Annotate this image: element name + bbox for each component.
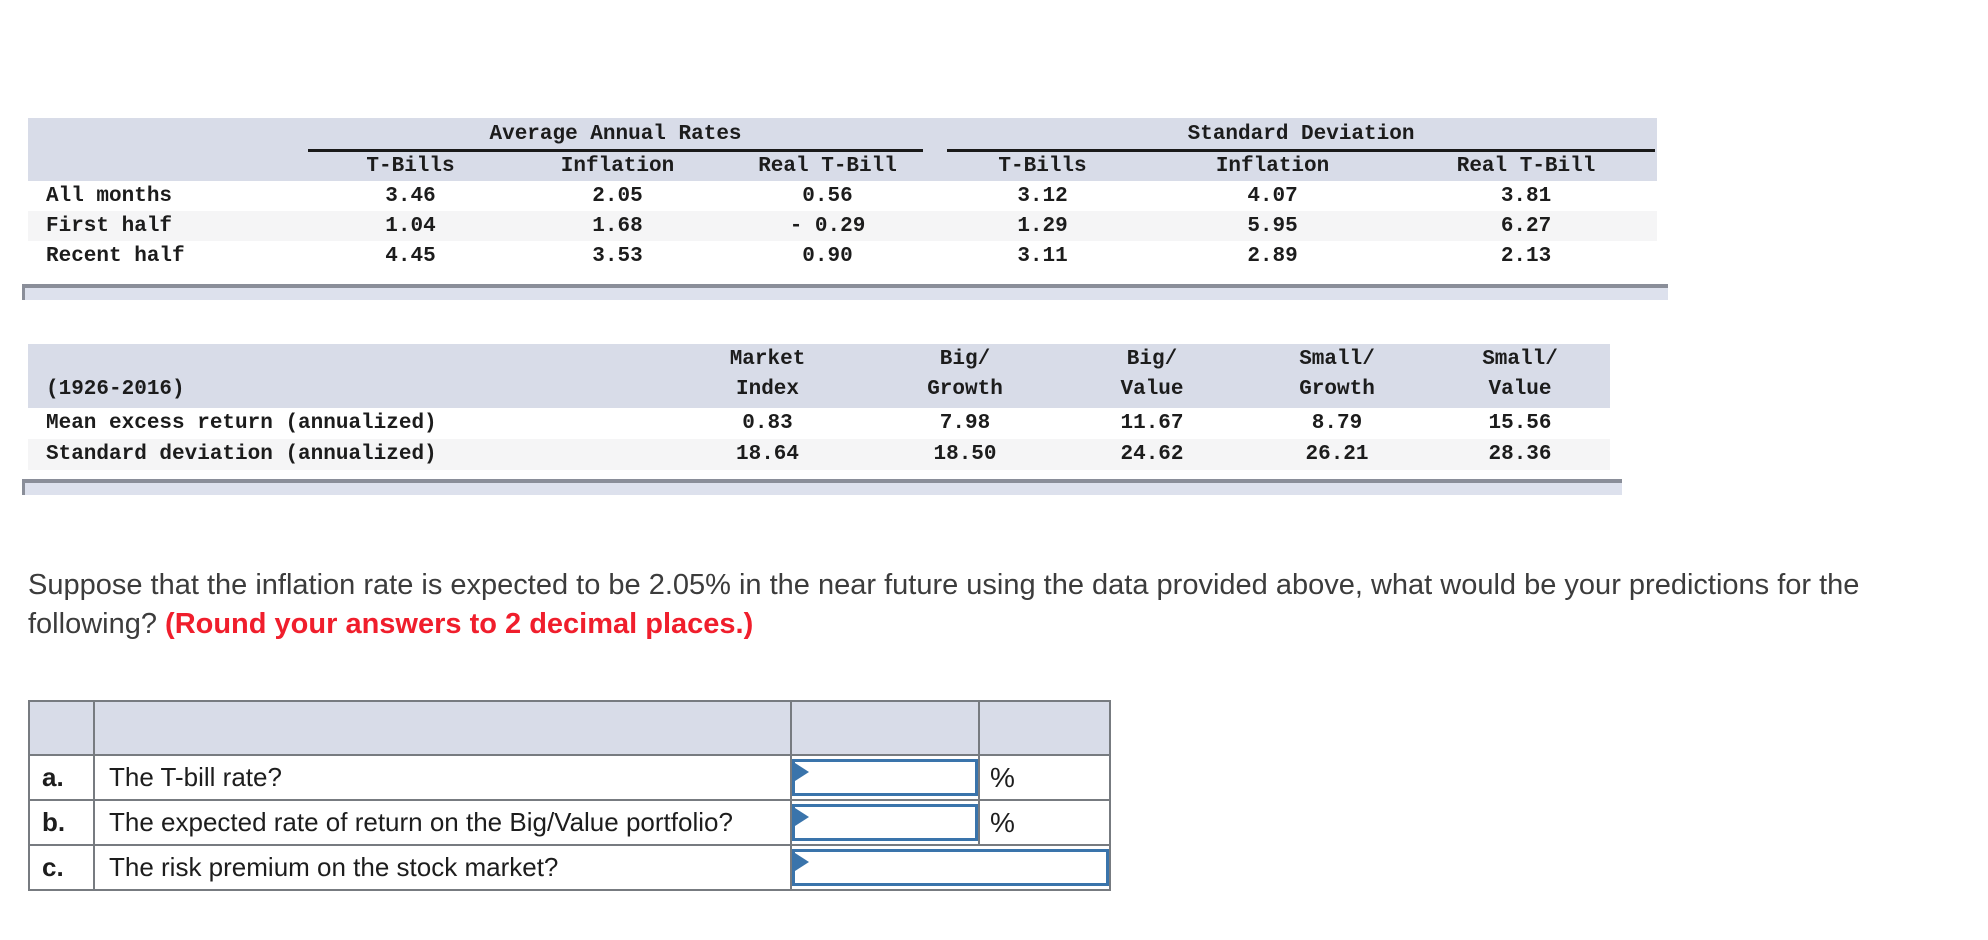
row-label: All months <box>46 184 173 208</box>
cell-value: 4.07 <box>1247 184 1298 208</box>
cell-value: 24.62 <box>1060 439 1244 470</box>
cell-value: 5.95 <box>1150 211 1396 241</box>
cell-value: 15.56 <box>1488 412 1552 435</box>
answer-input-cell <box>790 799 980 846</box>
cell-value: 6.27 <box>1395 211 1658 241</box>
cell-value: 1.68 <box>515 211 720 241</box>
answer-input-c[interactable] <box>795 852 1106 883</box>
answer-input-box-a[interactable] <box>792 759 978 796</box>
row-label: Mean excess return (annualized) <box>46 412 437 435</box>
group-header-cell: Average Annual Rates <box>306 118 936 152</box>
rounding-instruction: (Round your answers to 2 decimal places.… <box>165 607 754 640</box>
cell-value: 2.13 <box>1500 244 1552 268</box>
answer-question: The expected rate of return on the Big/V… <box>93 799 792 846</box>
cell-value: 26.21 <box>1244 439 1430 470</box>
table-row: Recent half 4.45 3.53 0.90 3.11 2.89 2.1… <box>28 241 1657 271</box>
cell-value: 0.90 <box>802 244 853 268</box>
portfolio-stats-table: (1926-2016) Market Index Big/ Growth Big… <box>28 344 1610 470</box>
cell-value: 3.11 <box>1017 244 1068 268</box>
answer-row-a: a. The T-bill rate? % <box>28 754 1111 801</box>
cell-value: - 0.29 <box>720 211 936 241</box>
corner-cell <box>28 152 306 181</box>
answer-input-cell <box>790 754 980 801</box>
answer-row-c: c. The risk premium on the stock market? <box>28 844 1111 891</box>
answer-letter: a. <box>28 754 95 801</box>
group-header-cell: Standard Deviation <box>935 118 1658 152</box>
answer-input-b[interactable] <box>795 807 975 838</box>
header-cell <box>978 700 1111 756</box>
col-header-small-value: Small/ Value <box>1430 344 1610 408</box>
answer-input-a[interactable] <box>795 762 975 793</box>
cell-value: 18.64 <box>665 439 870 470</box>
answer-letter: c. <box>28 844 95 891</box>
header-cell <box>790 700 980 756</box>
period-label: (1926-2016) <box>28 344 665 408</box>
col-header: Real T-Bill <box>720 152 936 181</box>
cell-value: 18.50 <box>870 439 1060 470</box>
percent-suffix: % <box>978 799 1111 846</box>
answer-input-box-b[interactable] <box>792 804 978 841</box>
answer-input-cell <box>790 844 1111 891</box>
col-header-small-growth: Small/ Growth <box>1244 344 1430 408</box>
col-header-big-growth: Big/ Growth <box>870 344 1060 408</box>
col-header-big-value: Big/ Value <box>1060 344 1244 408</box>
answer-input-box-c[interactable] <box>792 849 1109 886</box>
row-label: Recent half <box>46 244 185 268</box>
col-header: Real T-Bill <box>1395 152 1658 181</box>
horizontal-scrollbar-track[interactable] <box>22 479 1622 495</box>
question-text: Suppose that the inflation rate is expec… <box>28 566 1943 643</box>
cell-value: 0.56 <box>802 184 853 208</box>
row-label: Standard deviation (annualized) <box>28 439 665 470</box>
answer-letter: b. <box>28 799 95 846</box>
col-header-market-index: Market Index <box>665 344 870 408</box>
horizontal-scrollbar-track[interactable] <box>22 284 1668 300</box>
corner-cell <box>28 118 306 152</box>
answer-question: The T-bill rate? <box>93 754 792 801</box>
header-cell <box>93 700 792 756</box>
cell-value: 1.04 <box>306 211 515 241</box>
cell-value: 11.67 <box>1120 412 1184 435</box>
percent-suffix: % <box>978 754 1111 801</box>
answers-header-row <box>28 700 1111 756</box>
answer-question: The risk premium on the stock market? <box>93 844 792 891</box>
col-header: T-Bills <box>935 152 1151 181</box>
cell-value: 2.05 <box>592 184 643 208</box>
table-row: All months 3.46 2.05 0.56 3.12 4.07 3.81 <box>28 181 1657 211</box>
cell-value: 3.12 <box>1017 184 1068 208</box>
cell-value: 8.79 <box>1311 412 1363 435</box>
answer-row-b: b. The expected rate of return on the Bi… <box>28 799 1111 846</box>
question-body: Suppose that the inflation rate is expec… <box>28 569 1860 640</box>
cell-value: 0.83 <box>742 412 793 435</box>
cell-value: 4.45 <box>385 244 436 268</box>
table-row: First half 1.04 1.68 - 0.29 1.29 5.95 6.… <box>28 211 1658 241</box>
cell-value: 2.89 <box>1247 244 1298 268</box>
cell-value: 7.98 <box>939 412 991 435</box>
answers-table: a. The T-bill rate? % b. The expected ra… <box>28 700 1111 891</box>
header-cell <box>28 700 95 756</box>
cell-value: 3.81 <box>1500 184 1552 208</box>
row-label: First half <box>28 211 306 241</box>
cell-value: 3.53 <box>592 244 643 268</box>
group-header-standard-deviation: Standard Deviation <box>947 123 1656 152</box>
group-header-average-annual-rates: Average Annual Rates <box>308 123 924 152</box>
cell-value: 3.46 <box>385 184 436 208</box>
cell-value: 1.29 <box>935 211 1151 241</box>
col-header: Inflation <box>515 152 720 181</box>
table-row: Mean excess return (annualized) 0.83 7.9… <box>28 408 1610 439</box>
col-header: Inflation <box>1150 152 1396 181</box>
col-header: T-Bills <box>306 152 515 181</box>
rates-table: Average Annual Rates Standard Deviation … <box>28 118 1658 271</box>
table-row: Standard deviation (annualized) 18.64 18… <box>28 439 1610 470</box>
cell-value: 28.36 <box>1430 439 1610 470</box>
